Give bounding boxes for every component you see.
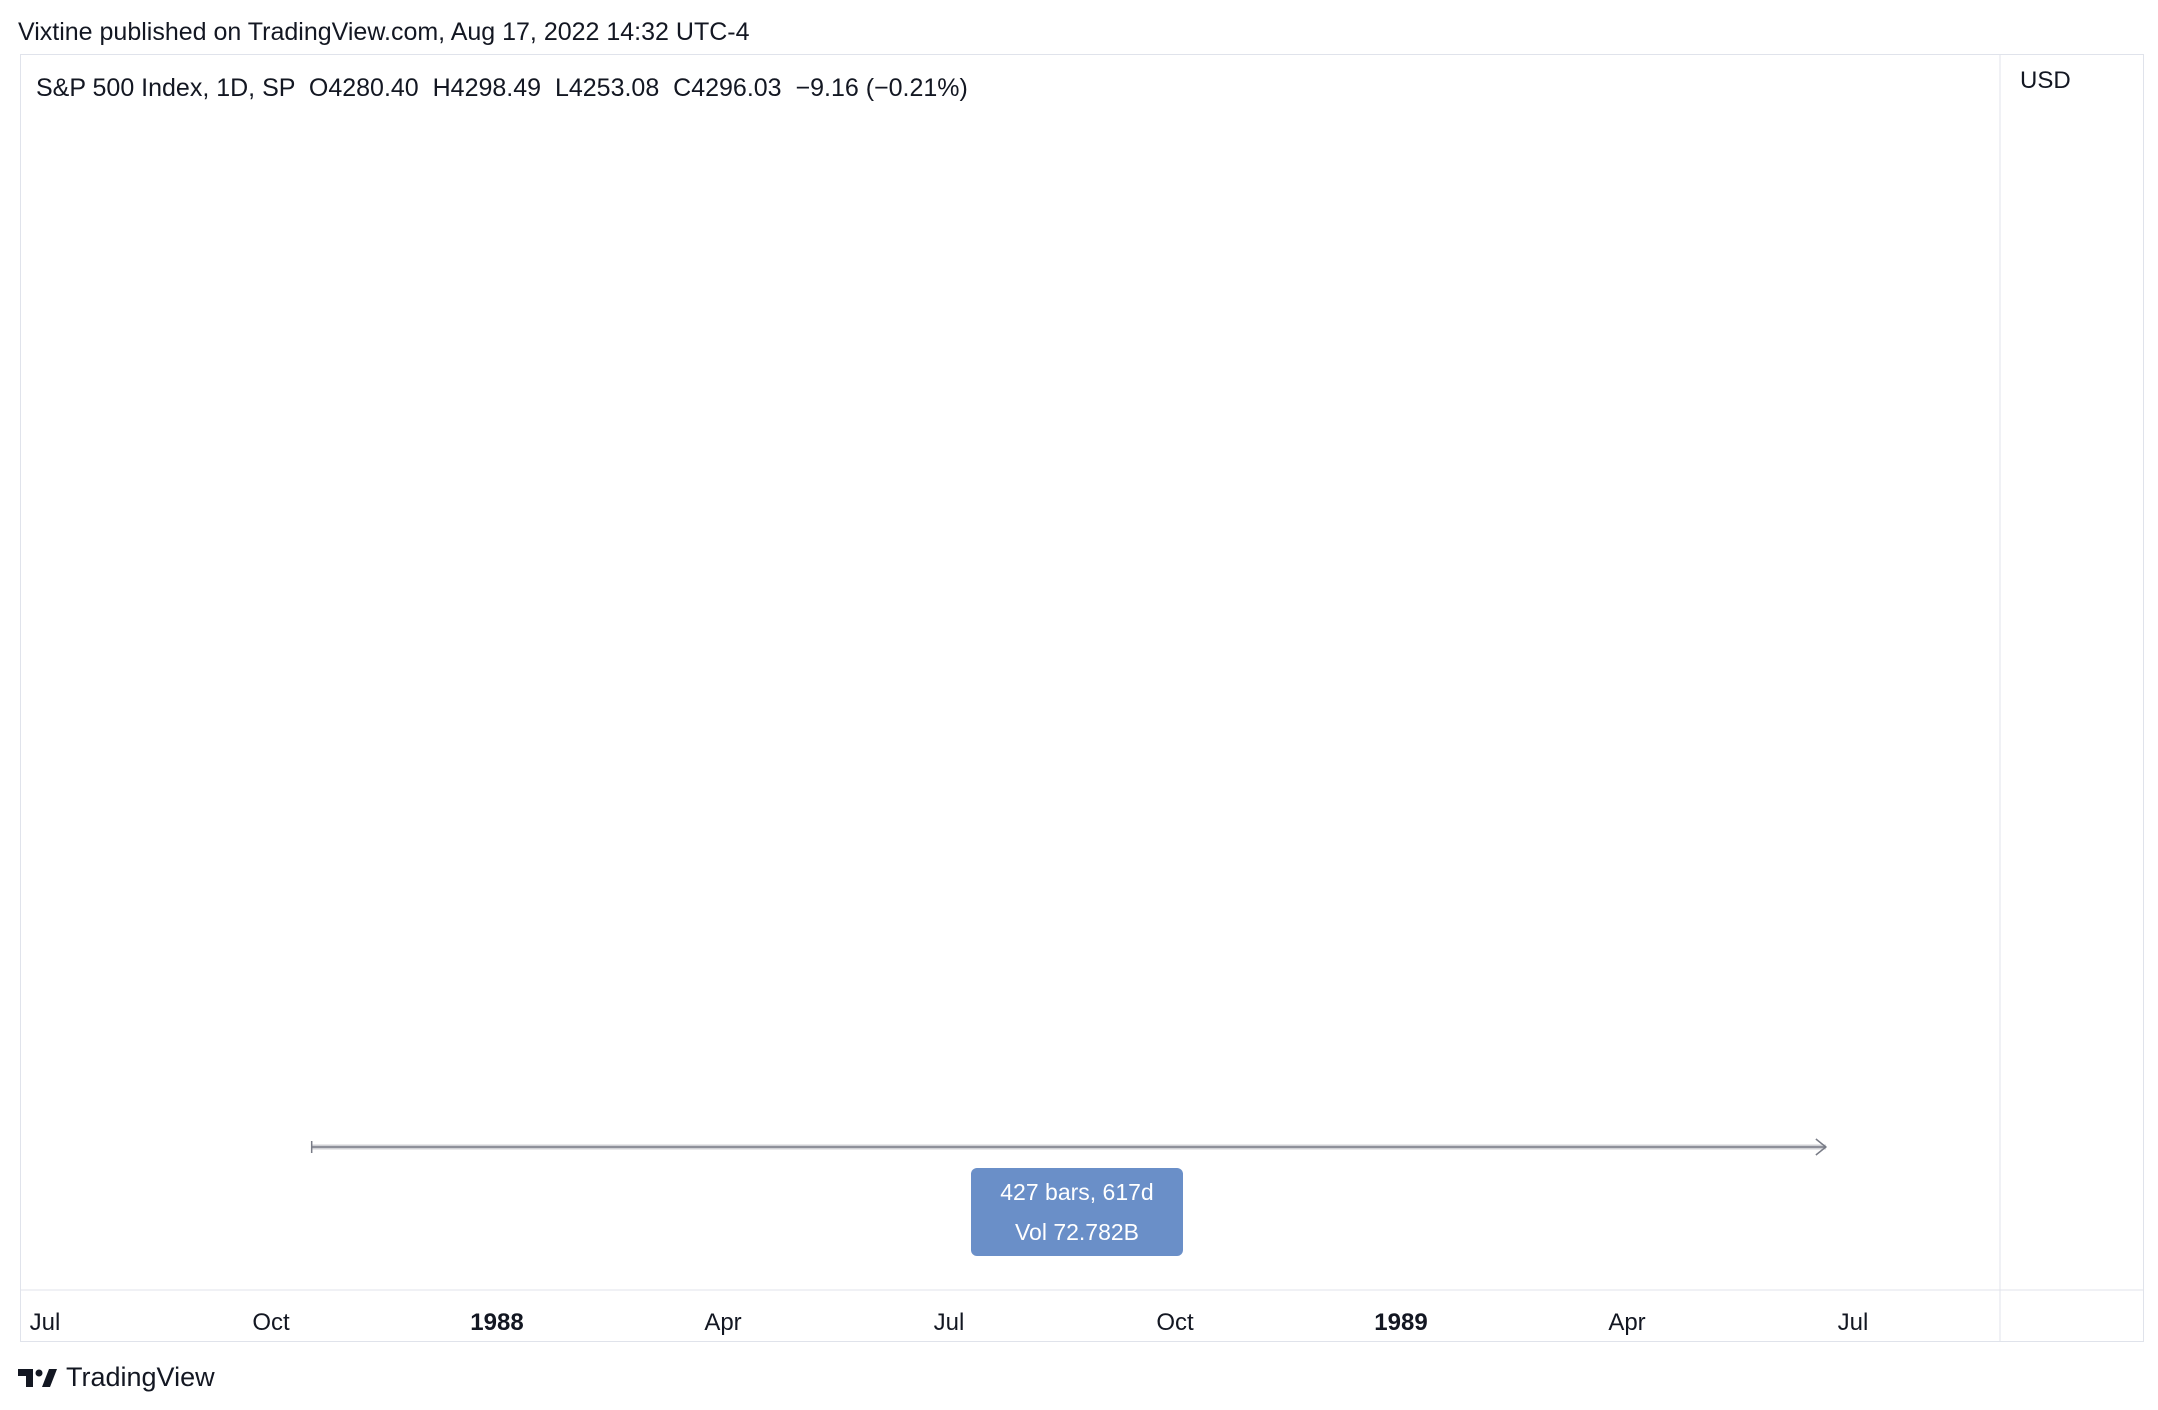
- tradingview-brand: TradingView: [66, 1362, 215, 1392]
- x-tick-label: Oct: [1156, 1309, 1194, 1336]
- legend-change: −9.16 (−0.21%): [795, 74, 968, 102]
- x-tick-label: Jul: [934, 1309, 965, 1336]
- measure-bars-label: 427 bars, 617d: [1000, 1179, 1154, 1205]
- chart-frame[interactable]: [20, 54, 2144, 1342]
- x-tick-label: Jul: [1838, 1309, 1869, 1336]
- legend-open: O4280.40: [308, 74, 419, 102]
- legend-close: C4296.03: [673, 74, 782, 102]
- x-tick-label: Apr: [704, 1309, 741, 1336]
- x-tick-label: Jul: [30, 1309, 61, 1336]
- x-tick-label: 1988: [470, 1309, 523, 1336]
- tradingview-logo-icon: [18, 1368, 57, 1387]
- x-tick-label: 1989: [1374, 1309, 1427, 1336]
- publisher-text: Vixtine published on TradingView.com, Au…: [18, 18, 750, 46]
- date-range-arrow-icon: [1815, 1138, 1828, 1156]
- legend-low: L4253.08: [554, 74, 660, 102]
- legend-symbol: S&P 500 Index, 1D, SP: [36, 74, 295, 102]
- x-tick-label: Apr: [1608, 1309, 1645, 1336]
- measure-info-box: 427 bars, 617d Vol 72.782B: [971, 1168, 1183, 1256]
- currency-label: USD: [2020, 67, 2071, 94]
- x-tick-label: Oct: [252, 1309, 290, 1336]
- legend-high: H4298.49: [432, 74, 542, 102]
- tradingview-logo[interactable]: TradingView: [18, 1362, 215, 1393]
- symbol-legend: S&P 500 Index, 1D, SP O4280.40 H4298.49 …: [36, 74, 968, 103]
- measure-vol-label: Vol 72.782B: [1014, 1219, 1140, 1245]
